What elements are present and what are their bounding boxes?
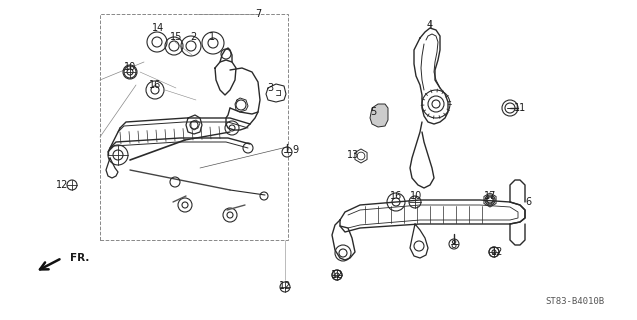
Text: 17: 17 [484, 191, 496, 201]
Text: 15: 15 [170, 32, 182, 42]
Bar [100, 14, 288, 240]
Text: 14: 14 [152, 23, 164, 33]
Text: 2: 2 [190, 32, 196, 42]
Text: 8: 8 [450, 240, 456, 250]
Text: 4: 4 [427, 20, 433, 30]
Text: 16: 16 [390, 191, 402, 201]
Text: 11: 11 [514, 103, 526, 113]
Text: 10: 10 [410, 191, 422, 201]
Text: 6: 6 [525, 197, 531, 207]
Text: 1: 1 [209, 32, 215, 42]
Text: 12: 12 [279, 281, 291, 291]
Text: 9: 9 [292, 145, 298, 155]
Text: ST83-B4010B: ST83-B4010B [545, 298, 605, 307]
Text: 7: 7 [255, 9, 261, 19]
Text: FR.: FR. [70, 253, 89, 263]
Text: 10: 10 [124, 62, 136, 72]
Text: 16: 16 [149, 80, 161, 90]
Polygon shape [370, 104, 388, 127]
Text: 12: 12 [491, 247, 503, 257]
Text: 13: 13 [347, 150, 359, 160]
Text: 5: 5 [370, 107, 376, 117]
Text: 12: 12 [331, 270, 343, 280]
Text: 12: 12 [56, 180, 68, 190]
Text: 3: 3 [267, 83, 273, 93]
